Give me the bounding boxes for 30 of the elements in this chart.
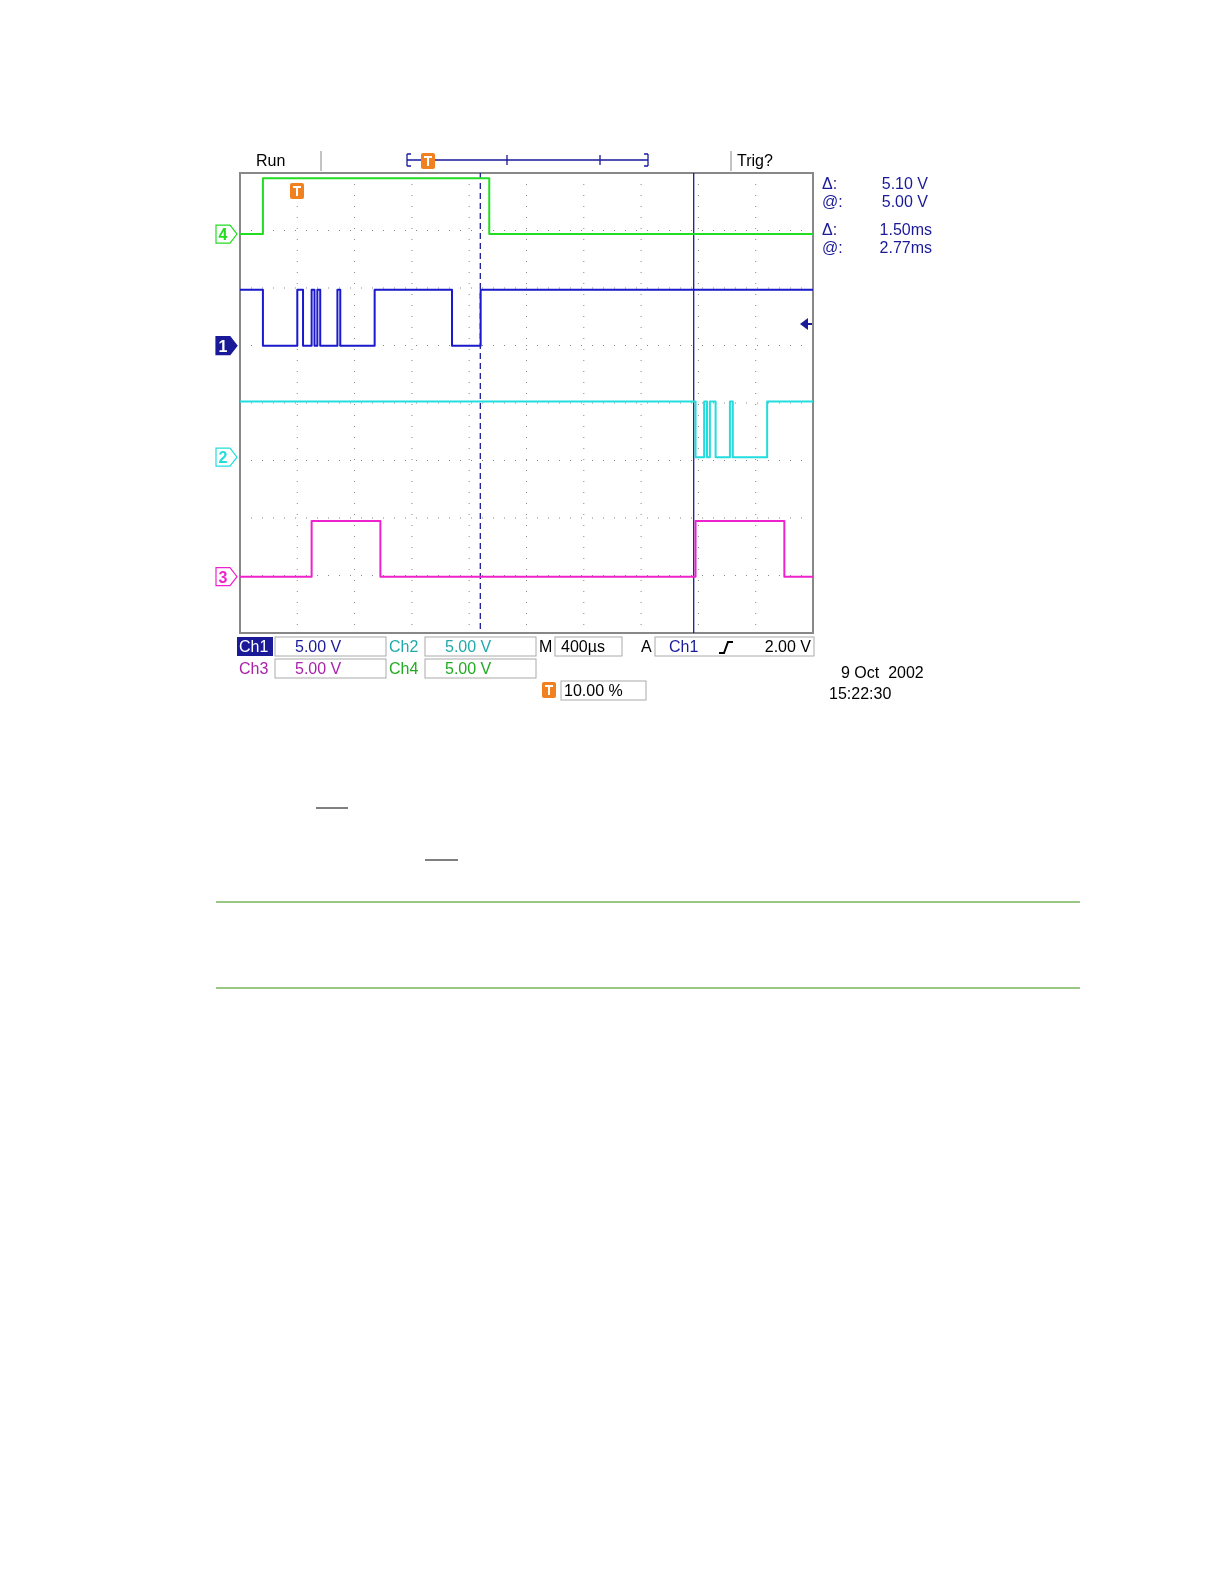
text: Ch4 <box>389 660 419 677</box>
text: 10.00 % <box>564 682 623 699</box>
text: Ch3 <box>239 660 269 677</box>
text: 9 Oct 2002 <box>841 664 924 681</box>
text: Trig? <box>737 152 773 169</box>
text: @: <box>822 193 843 210</box>
text: 5.00 V <box>445 638 492 655</box>
text: Run <box>256 152 286 169</box>
text: 5.10 V <box>881 175 929 192</box>
text: Δ: <box>822 175 838 192</box>
text: 5.00 V <box>445 660 492 677</box>
text: 2.77ms <box>879 239 932 256</box>
text: 2 <box>218 449 228 467</box>
text: Ch2 <box>389 638 419 655</box>
text: Ch1 <box>669 638 699 655</box>
text: 2.00 V <box>764 638 812 655</box>
text: 5.00 V <box>295 660 342 677</box>
text: 5.00 V <box>881 193 929 210</box>
text: 1.50ms <box>879 221 932 238</box>
text: 15:22:30 <box>829 685 892 702</box>
text: 1 <box>218 337 228 355</box>
text: A <box>641 638 652 655</box>
text: @: <box>822 239 843 256</box>
text: Ch1 <box>239 638 269 655</box>
series-label: 3 <box>218 568 228 586</box>
text: 400µs <box>561 638 605 655</box>
series-label: 4 <box>218 226 228 244</box>
text: M <box>539 638 553 655</box>
text: 5.00 V <box>295 638 342 655</box>
text: Δ: <box>822 221 838 238</box>
